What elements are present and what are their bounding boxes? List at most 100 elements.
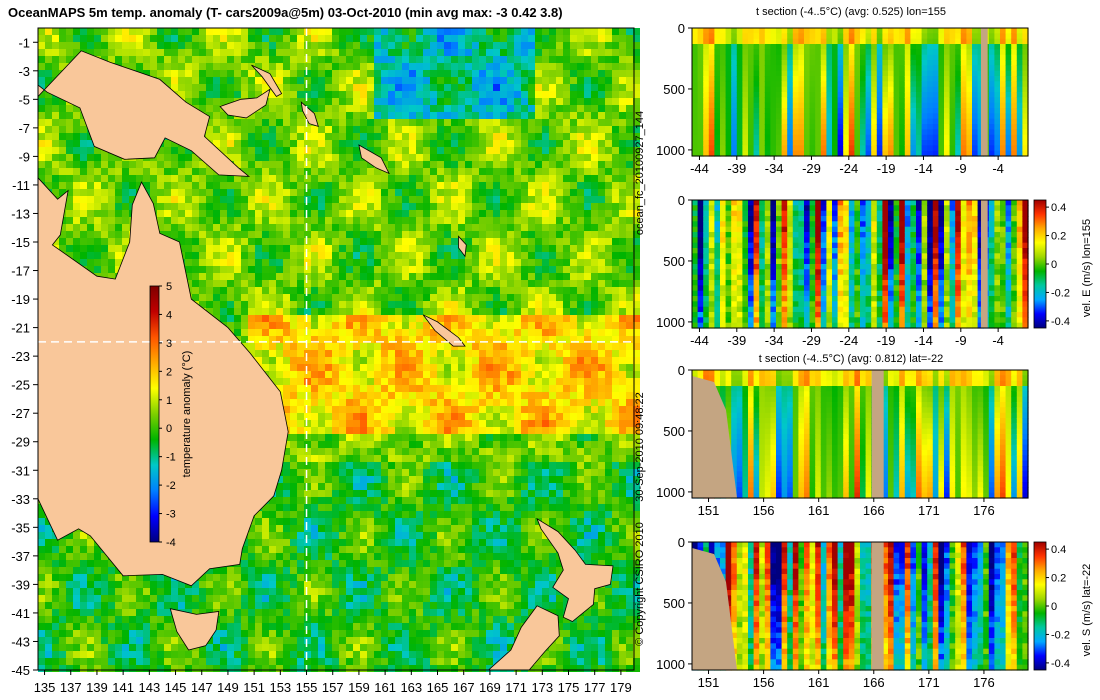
- map-field-cell: [367, 329, 374, 336]
- map-field-cell: [73, 126, 80, 133]
- map-field-cell: [605, 336, 612, 343]
- map-field-cell: [556, 357, 563, 364]
- map-field-cell: [199, 35, 206, 42]
- map-field-cell: [605, 315, 612, 322]
- map-field-cell: [213, 252, 220, 259]
- map-field-cell: [241, 28, 248, 35]
- map-field-cell: [556, 189, 563, 196]
- map-field-cell: [346, 315, 353, 322]
- map-field-cell: [388, 238, 395, 245]
- map-field-cell: [479, 287, 486, 294]
- map-field-cell: [486, 427, 493, 434]
- map-field-cell: [556, 140, 563, 147]
- map-field-cell: [325, 175, 332, 182]
- map-field-cell: [465, 105, 472, 112]
- map-field-cell: [388, 231, 395, 238]
- map-field-cell: [444, 287, 451, 294]
- map-field-cell: [290, 252, 297, 259]
- map-field-cell: [304, 315, 311, 322]
- map-field-cell: [73, 245, 80, 252]
- map-field-cell: [157, 35, 164, 42]
- map-field-cell: [129, 175, 136, 182]
- map-field-cell: [374, 273, 381, 280]
- map-field-cell: [297, 42, 304, 49]
- map-field-cell: [374, 112, 381, 119]
- map-field-cell: [381, 42, 388, 49]
- map-field-cell: [311, 280, 318, 287]
- map-field-cell: [311, 322, 318, 329]
- map-field-cell: [367, 133, 374, 140]
- map-field-cell: [542, 357, 549, 364]
- map-field-cell: [423, 301, 430, 308]
- map-field-cell: [563, 91, 570, 98]
- map-field-cell: [360, 63, 367, 70]
- map-field-cell: [500, 28, 507, 35]
- map-field-cell: [465, 357, 472, 364]
- map-field-cell: [402, 42, 409, 49]
- map-field-cell: [451, 63, 458, 70]
- map-field-cell: [367, 266, 374, 273]
- map-field-cell: [409, 56, 416, 63]
- map-field-cell: [500, 168, 507, 175]
- map-field-cell: [395, 175, 402, 182]
- map-field-cell: [458, 70, 465, 77]
- map-field-cell: [458, 280, 465, 287]
- map-field-cell: [374, 329, 381, 336]
- map-field-cell: [388, 140, 395, 147]
- map-field-cell: [549, 210, 556, 217]
- map-field-cell: [87, 49, 94, 56]
- map-field-cell: [339, 364, 346, 371]
- map-field-cell: [633, 133, 640, 140]
- map-field-cell: [465, 252, 472, 259]
- map-field-cell: [45, 70, 52, 77]
- map-field-cell: [353, 196, 360, 203]
- map-field-cell: [241, 49, 248, 56]
- map-field-cell: [416, 231, 423, 238]
- map-field-cell: [171, 231, 178, 238]
- map-field-cell: [549, 427, 556, 434]
- map-field-cell: [423, 154, 430, 161]
- map-field-cell: [542, 168, 549, 175]
- map-field-cell: [514, 252, 521, 259]
- map-field-cell: [220, 210, 227, 217]
- map-field-cell: [514, 133, 521, 140]
- map-field-cell: [619, 210, 626, 217]
- map-field-cell: [612, 287, 619, 294]
- map-field-cell: [367, 91, 374, 98]
- map-field-cell: [374, 210, 381, 217]
- map-field-cell: [507, 112, 514, 119]
- map-field-cell: [248, 63, 255, 70]
- map-field-cell: [528, 56, 535, 63]
- map-field-cell: [339, 245, 346, 252]
- map-field-cell: [521, 357, 528, 364]
- map-field-cell: [339, 112, 346, 119]
- map-field-cell: [409, 140, 416, 147]
- map-field-cell: [535, 91, 542, 98]
- map-field-cell: [493, 287, 500, 294]
- map-field-cell: [402, 105, 409, 112]
- map-field-cell: [367, 140, 374, 147]
- map-field-cell: [59, 154, 66, 161]
- map-field-cell: [192, 224, 199, 231]
- map-field-cell: [605, 392, 612, 399]
- map-field-cell: [185, 70, 192, 77]
- map-field-cell: [248, 84, 255, 91]
- map-field-cell: [374, 182, 381, 189]
- map-field-cell: [339, 343, 346, 350]
- map-field-cell: [423, 112, 430, 119]
- map-field-cell: [388, 322, 395, 329]
- map-field-cell: [423, 385, 430, 392]
- map-field-cell: [318, 280, 325, 287]
- map-field-cell: [66, 140, 73, 147]
- map-field-cell: [339, 70, 346, 77]
- map-field-cell: [304, 147, 311, 154]
- map-field-cell: [304, 420, 311, 427]
- map-field-cell: [570, 77, 577, 84]
- map-field-cell: [507, 84, 514, 91]
- map-field-cell: [185, 231, 192, 238]
- map-field-cell: [374, 385, 381, 392]
- map-field-cell: [430, 84, 437, 91]
- map-field-cell: [346, 126, 353, 133]
- map-field-cell: [73, 133, 80, 140]
- map-field-cell: [66, 28, 73, 35]
